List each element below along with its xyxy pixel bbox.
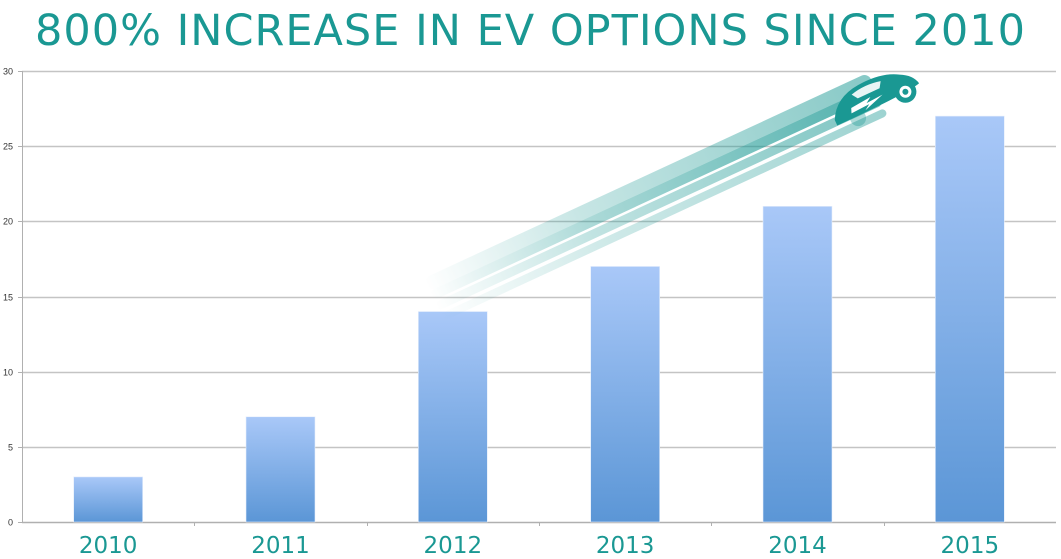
x-tick-label: 2010 [79, 533, 138, 559]
bar-2014 [762, 206, 833, 523]
y-tick-label: 30 [3, 67, 13, 77]
car-body [834, 74, 920, 126]
y-tick-label: 25 [3, 142, 13, 152]
bars [73, 115, 1005, 523]
x-tick-label: 2015 [941, 533, 1000, 559]
y-tick-label: 0 [8, 518, 13, 528]
car-window [851, 81, 881, 99]
x-tick-label: 2013 [596, 533, 655, 559]
speeding-electric-car-icon [425, 74, 920, 321]
axes [18, 71, 1056, 526]
bar-2015 [935, 115, 1005, 523]
wheel-center [902, 88, 909, 95]
gridlines [22, 70, 1056, 449]
bar-2013 [590, 266, 660, 523]
x-axis-labels: 2010 2011 2012 2013 2014 2015 [79, 533, 999, 559]
motion-streak [425, 75, 872, 290]
x-tick-label: 2011 [251, 533, 310, 559]
x-tick-label: 2014 [768, 533, 827, 559]
car-motion-group [425, 74, 920, 321]
bar-2011 [245, 416, 316, 523]
lightning-bolt-icon [851, 94, 883, 114]
motion-streak [440, 109, 887, 321]
y-tick-label: 15 [3, 293, 13, 303]
y-tick-label: 20 [3, 217, 13, 227]
chart-title: 800% INCREASE IN EV OPTIONS SINCE 2010 [35, 6, 1026, 56]
motion-streak [435, 98, 882, 310]
y-tick-label: 5 [8, 443, 13, 453]
bar-2012 [418, 311, 488, 523]
y-axis-labels: 0 5 10 15 20 25 30 [3, 67, 13, 528]
motion-streak [430, 87, 877, 299]
y-tick-label: 10 [3, 368, 13, 378]
x-tick-label: 2012 [424, 533, 483, 559]
bar-2010 [73, 476, 143, 523]
